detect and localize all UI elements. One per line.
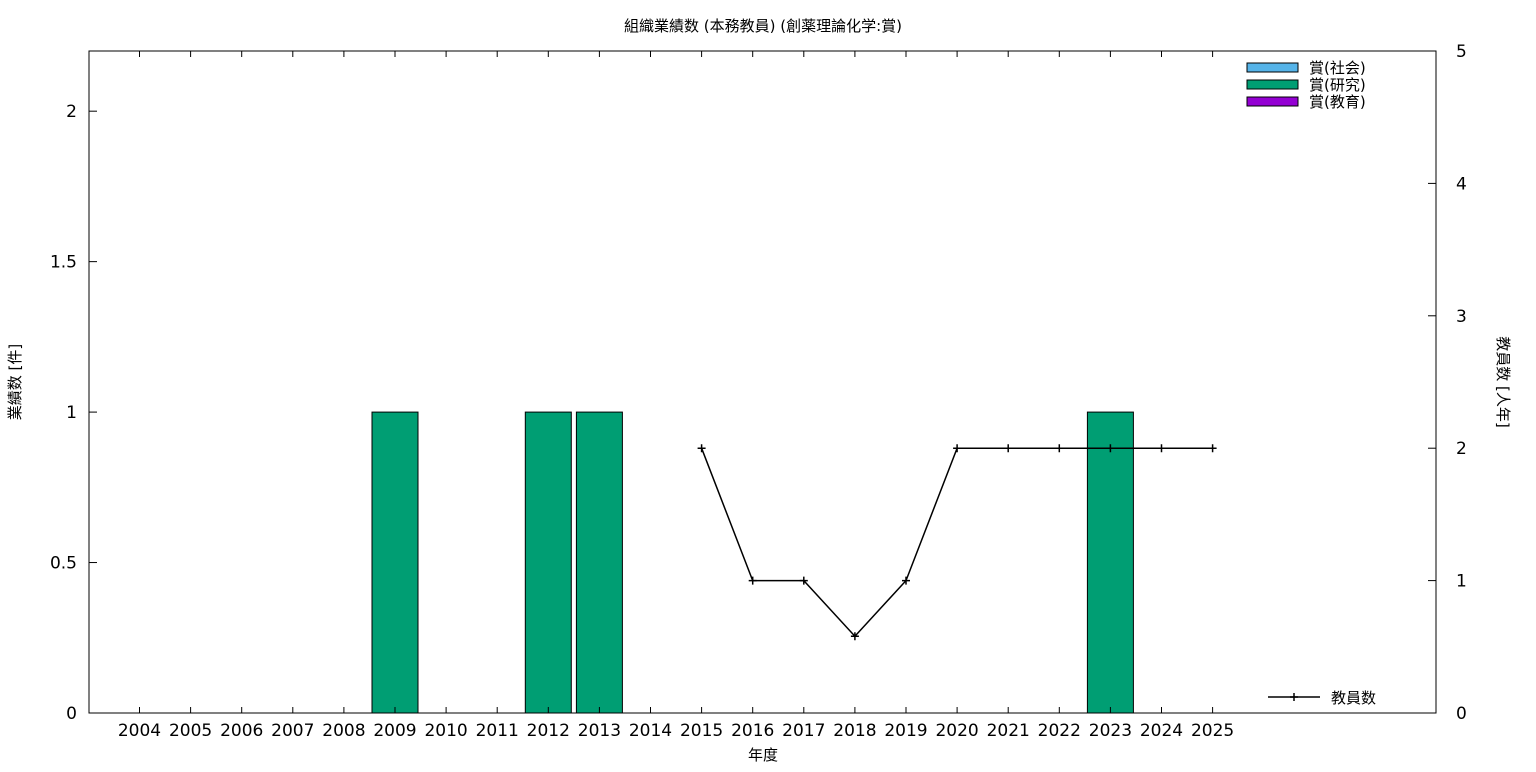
bar-2013-series-1	[575, 411, 623, 714]
bar-2009-series-1	[371, 411, 419, 714]
x-tick-label-2007: 2007	[271, 721, 314, 741]
x-tick-label-2014: 2014	[629, 721, 672, 741]
x-tick-label-2016: 2016	[731, 721, 774, 741]
x-tick-label-2005: 2005	[169, 721, 212, 741]
line-point-2019	[902, 576, 910, 585]
line-point-2018	[850, 632, 859, 641]
y2-tick-label-0: 0	[1456, 704, 1467, 724]
legend-label-1: 賞(研究)	[1309, 76, 1366, 94]
legend-line-marker	[1290, 693, 1298, 701]
line-point-2023	[1106, 444, 1115, 453]
line-point-2020	[953, 444, 962, 453]
x-tick-label-2008: 2008	[322, 721, 365, 741]
line-point-2015	[697, 444, 706, 453]
y-tick-label-1: 0.5	[50, 554, 77, 574]
x-tick-label-2019: 2019	[884, 721, 927, 741]
y-tick-label-0: 0	[66, 704, 77, 724]
line-point-2024	[1157, 444, 1166, 453]
x-tick-label-2010: 2010	[424, 721, 467, 741]
y2-tick-label-5: 5	[1456, 42, 1467, 62]
y-tick-label-3: 1.5	[50, 253, 77, 273]
ticks-layer: 2004 2005 2006 2007 2008 2009 2010 2011 2012 2013…	[50, 42, 1467, 741]
y2-tick-label-2: 2	[1456, 439, 1467, 459]
line-series-path	[700, 447, 1213, 638]
y2-tick-label-4: 4	[1456, 174, 1467, 194]
bar-2012-series-1	[524, 411, 572, 714]
x-tick-label-2012: 2012	[527, 721, 570, 741]
y2-axis-title: 教員数 [人年]	[1494, 336, 1512, 427]
line-point-2021	[1004, 444, 1013, 453]
legend-line-label: 教員数	[1331, 689, 1376, 707]
legend-swatch-2	[1246, 96, 1299, 107]
bars-layer	[371, 411, 1134, 714]
x-tick-label-2021: 2021	[987, 721, 1030, 741]
legend-swatch-1	[1246, 79, 1299, 90]
x-tick-label-2015: 2015	[680, 721, 723, 741]
line-layer	[697, 444, 1217, 641]
legend: 賞(社会)賞(研究)賞(教育) 教員数	[1246, 59, 1376, 707]
line-point-2022	[1055, 444, 1064, 453]
x-tick-label-2022: 2022	[1038, 721, 1081, 741]
x-tick-label-2004: 2004	[118, 721, 161, 741]
x-tick-label-2006: 2006	[220, 721, 263, 741]
y-tick-label-4: 2	[66, 102, 77, 122]
x-tick-label-2020: 2020	[935, 721, 978, 741]
bar-2023-series-1	[1086, 411, 1134, 714]
x-tick-label-2024: 2024	[1140, 721, 1183, 741]
x-tick-label-2013: 2013	[578, 721, 621, 741]
y2-tick-label-3: 3	[1456, 307, 1467, 327]
x-tick-label-2023: 2023	[1089, 721, 1132, 741]
y2-tick-label-1: 1	[1456, 572, 1467, 592]
x-tick-label-2011: 2011	[476, 721, 519, 741]
line-point-2016	[748, 576, 757, 585]
plot-frame	[88, 50, 1437, 714]
line-point-2017	[799, 576, 808, 585]
legend-swatch-0	[1246, 62, 1299, 73]
y-tick-label-2: 1	[66, 403, 77, 423]
x-tick-label-2009: 2009	[373, 721, 416, 741]
x-tick-label-2025: 2025	[1191, 721, 1234, 741]
chart-title: 組織業績数 (本務教員) (創薬理論化学:賞)	[624, 17, 902, 35]
line-point-2025	[1208, 444, 1217, 453]
x-tick-label-2017: 2017	[782, 721, 825, 741]
x-tick-label-2018: 2018	[833, 721, 876, 741]
y-axis-title: 業績数 [件]	[6, 344, 24, 420]
x-axis-title: 年度	[748, 746, 778, 764]
legend-label-2: 賞(教育)	[1309, 93, 1366, 111]
legend-label-0: 賞(社会)	[1309, 59, 1366, 77]
